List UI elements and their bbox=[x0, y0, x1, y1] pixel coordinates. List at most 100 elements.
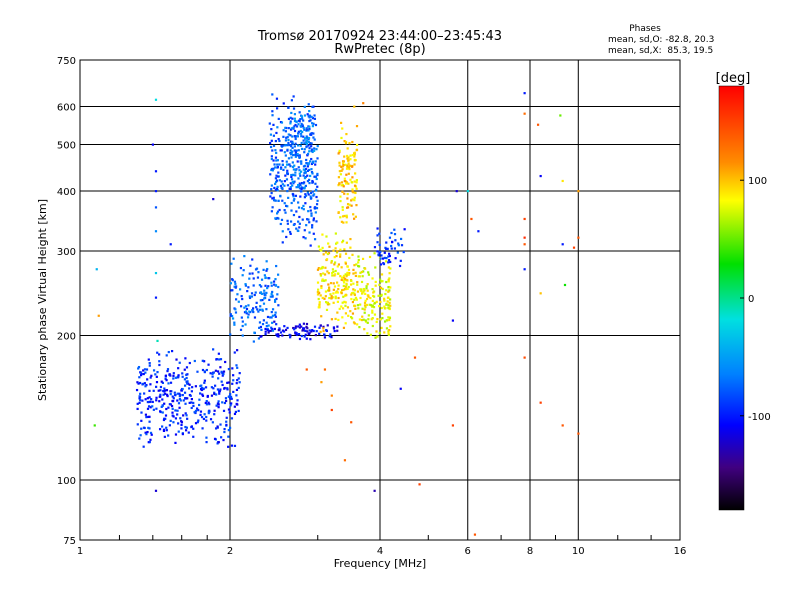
data-point bbox=[297, 132, 300, 135]
data-point bbox=[233, 280, 237, 283]
data-point bbox=[358, 318, 362, 321]
data-point bbox=[383, 299, 386, 302]
data-point bbox=[375, 300, 378, 303]
data-point bbox=[291, 150, 294, 153]
data-point bbox=[167, 434, 170, 437]
data-point bbox=[387, 333, 390, 336]
data-point bbox=[170, 349, 174, 353]
data-point bbox=[138, 397, 141, 400]
data-point bbox=[307, 162, 310, 165]
data-point bbox=[343, 248, 346, 251]
data-point bbox=[201, 368, 205, 372]
data-point bbox=[320, 285, 323, 288]
data-point bbox=[313, 117, 317, 120]
data-point bbox=[346, 278, 349, 282]
data-point bbox=[333, 274, 336, 277]
data-point bbox=[137, 382, 140, 385]
data-point bbox=[309, 197, 313, 200]
data-point bbox=[239, 305, 243, 308]
data-point bbox=[319, 330, 322, 333]
data-point bbox=[154, 98, 158, 101]
data-point bbox=[375, 320, 378, 324]
data-point bbox=[371, 288, 374, 291]
data-point bbox=[316, 172, 319, 176]
data-point bbox=[302, 322, 306, 325]
data-point bbox=[321, 296, 324, 300]
data-point bbox=[330, 408, 333, 412]
data-point bbox=[139, 374, 143, 377]
data-point bbox=[536, 123, 540, 126]
y-tick-label: 600 bbox=[57, 103, 76, 114]
data-point bbox=[199, 387, 203, 391]
data-point bbox=[207, 401, 210, 404]
data-point bbox=[303, 181, 306, 184]
data-point bbox=[258, 284, 261, 287]
data-point bbox=[246, 316, 250, 319]
data-point bbox=[305, 158, 308, 162]
data-point bbox=[306, 327, 309, 330]
data-point bbox=[312, 136, 315, 139]
data-point bbox=[371, 309, 374, 312]
data-point bbox=[338, 182, 341, 185]
data-point bbox=[283, 144, 286, 147]
data-point bbox=[563, 283, 567, 287]
data-point bbox=[367, 295, 370, 298]
y-tick-label: 100 bbox=[57, 476, 76, 487]
data-point bbox=[149, 406, 152, 409]
y-tick-label: 500 bbox=[57, 141, 76, 152]
data-point bbox=[309, 174, 312, 178]
data-point bbox=[138, 395, 141, 398]
data-point bbox=[298, 111, 301, 114]
data-point bbox=[295, 135, 299, 138]
data-point bbox=[275, 333, 278, 336]
data-point bbox=[293, 328, 296, 331]
data-point bbox=[297, 123, 300, 126]
data-point bbox=[296, 229, 299, 232]
data-point bbox=[307, 141, 310, 144]
data-point bbox=[264, 284, 267, 287]
data-point bbox=[278, 208, 281, 212]
data-point bbox=[322, 272, 325, 275]
data-point bbox=[302, 174, 305, 177]
data-point bbox=[290, 140, 293, 143]
data-point bbox=[140, 419, 143, 422]
data-point bbox=[227, 445, 230, 448]
data-point bbox=[385, 319, 389, 322]
data-point bbox=[204, 386, 208, 389]
data-point bbox=[154, 489, 158, 492]
data-point bbox=[230, 262, 233, 265]
data-point bbox=[221, 383, 224, 387]
data-point bbox=[252, 307, 255, 310]
data-point bbox=[294, 151, 298, 154]
data-point bbox=[276, 293, 279, 296]
data-point bbox=[245, 312, 248, 315]
data-point bbox=[306, 153, 309, 157]
data-point bbox=[336, 311, 339, 314]
data-point bbox=[297, 201, 300, 204]
data-point bbox=[166, 393, 169, 396]
data-point bbox=[356, 304, 360, 307]
data-point bbox=[149, 376, 152, 379]
data-point bbox=[346, 192, 349, 196]
data-point bbox=[158, 400, 161, 403]
data-point bbox=[231, 382, 234, 385]
data-point bbox=[317, 297, 320, 301]
data-point bbox=[256, 276, 260, 279]
data-point bbox=[270, 326, 273, 329]
data-point bbox=[343, 177, 346, 180]
data-point bbox=[349, 178, 352, 181]
data-point bbox=[314, 206, 317, 209]
data-point bbox=[315, 207, 319, 210]
data-point bbox=[289, 120, 292, 123]
data-point bbox=[303, 114, 307, 117]
data-point bbox=[275, 180, 278, 184]
data-point bbox=[164, 374, 168, 377]
data-point bbox=[307, 129, 310, 132]
data-point bbox=[466, 190, 469, 193]
data-point bbox=[283, 151, 286, 154]
data-point bbox=[293, 113, 297, 116]
data-point bbox=[298, 187, 301, 190]
data-point bbox=[137, 365, 141, 369]
data-point bbox=[259, 299, 262, 302]
data-point bbox=[261, 298, 264, 302]
